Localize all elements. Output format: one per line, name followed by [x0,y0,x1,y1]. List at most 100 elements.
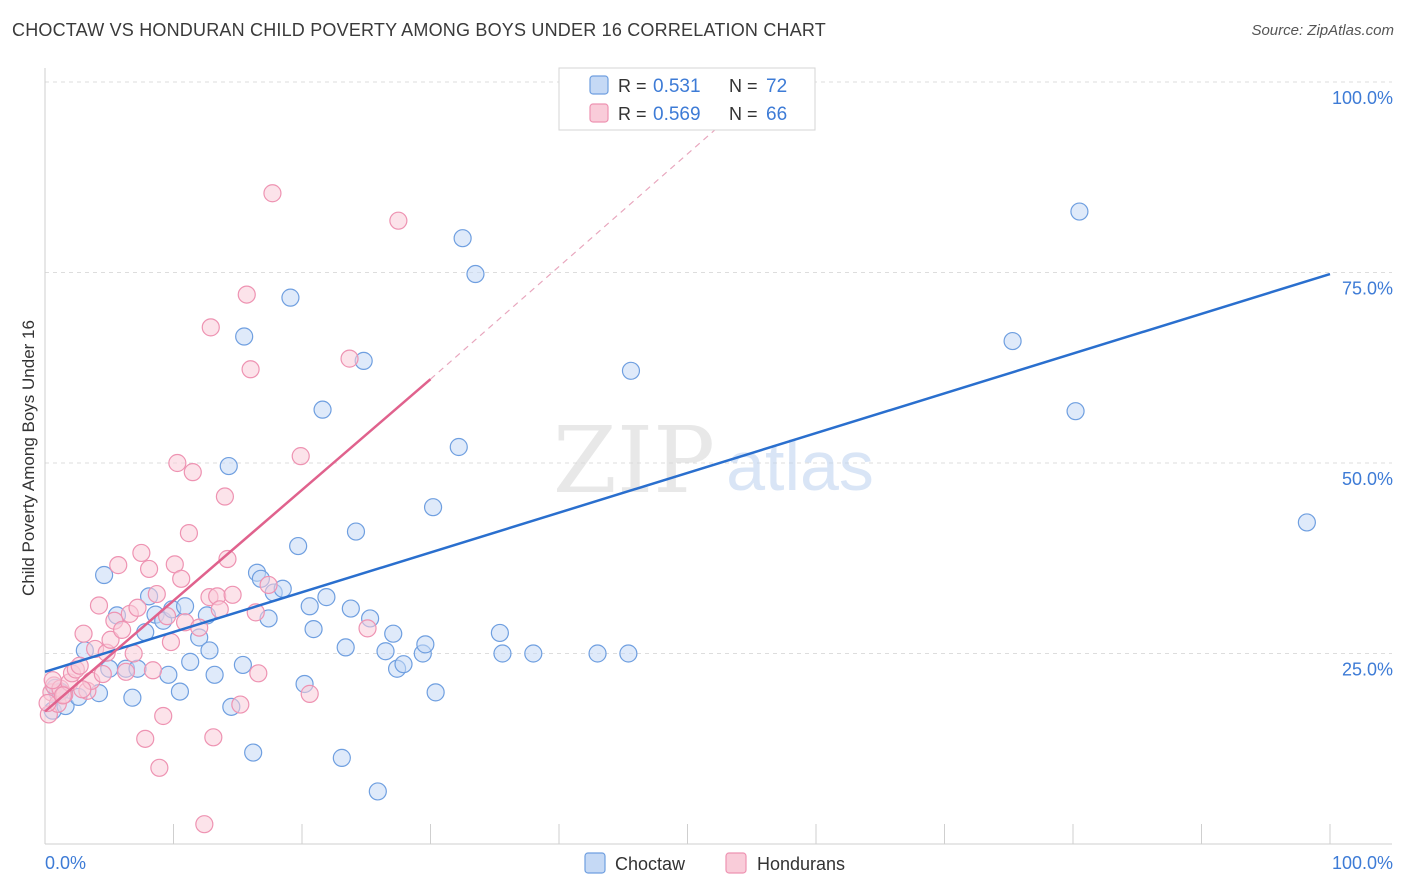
x-tick-label-max: 100.0% [1332,853,1393,873]
choctaw-point [175,597,195,616]
honduran-trend-extension [430,119,727,380]
honduran-point [43,671,62,690]
honduran-point [358,619,377,638]
choctaw-point [416,635,435,654]
choctaw-point [466,264,485,284]
watermark-zip: ZIP [553,407,715,514]
choctaw-point [449,437,468,457]
choctaw-point [313,400,332,419]
honduran-point [101,630,120,649]
honduran-point [259,575,278,595]
legend-n-value-2: 66 [766,104,787,125]
honduran-point [231,695,250,714]
honduran-point [89,596,109,615]
legend-swatch-choctaw [589,75,609,95]
bottom-legend-label-hondurans: Hondurans [757,854,845,874]
honduran-point [161,632,181,652]
legend-swatch-hondurans [589,103,609,123]
legend-r-value-1: 0.531 [653,76,701,97]
honduran-point [183,463,202,482]
choctaw-point [1066,402,1085,421]
choctaw-point [493,644,512,663]
legend-r-label-1: R = [618,76,647,96]
choctaw-point [181,652,200,671]
honduran-point [263,184,282,203]
choctaw-point [235,327,254,346]
y-tick-label: 25.0% [1342,660,1393,680]
legend-n-value-1: 72 [766,76,787,97]
bottom-legend-swatch-hondurans [725,852,747,874]
y-axis-label: Child Poverty Among Boys Under 16 [19,320,38,596]
choctaw-point [376,642,395,661]
choctaw-point [332,748,351,767]
honduran-point [112,620,132,639]
bottom-legend: Choctaw Hondurans [584,852,845,874]
trend-lines [44,119,1331,713]
legend-r-label-2: R = [618,104,647,124]
choctaw-point [490,623,509,643]
bottom-legend-swatch-choctaw [584,852,606,874]
y-tick-label: 75.0% [1342,279,1393,299]
axes [44,68,1392,845]
choctaw-point [384,624,403,643]
choctaw-point [317,588,336,607]
choctaw-point [244,743,263,762]
choctaw-point [588,644,607,663]
choctaw-point [1070,202,1089,221]
legend-box: R = 0.531 N = 72 R = 0.569 N = 66 [558,67,816,131]
choctaw-point [304,620,323,639]
choctaw-point [426,683,445,702]
honduran-point [116,662,136,681]
choctaw-point [281,288,300,307]
honduran-point [143,661,163,680]
legend-n-label-2: N = [729,104,758,124]
choctaw-point [394,655,413,674]
source-credit: Source: ZipAtlas.com [1251,22,1394,39]
choctaw-point [233,655,252,675]
y-tick-label: 100.0% [1332,88,1393,108]
honduran-point [218,549,237,569]
watermark-atlas: atlas [726,427,874,505]
choctaw-point [219,456,238,476]
honduran-point [249,664,268,683]
choctaw-trend-line [44,272,1331,673]
honduran-point [139,559,159,579]
choctaw-point [289,536,308,556]
choctaw-point [1297,513,1316,532]
choctaw-point [336,638,355,657]
honduran-point [195,815,214,834]
gridlines [45,81,1392,654]
honduran-point [204,728,223,747]
chart-title: CHOCTAW VS HONDURAN CHILD POVERTY AMONG … [12,20,826,40]
honduran-points [38,184,408,834]
honduran-point [168,453,187,473]
watermark: ZIP atlas [553,407,874,514]
choctaw-point [453,229,472,248]
y-tick-label: 50.0% [1342,469,1393,489]
x-tick-label-min: 0.0% [45,853,86,873]
honduran-trend-line [44,378,432,713]
honduran-point [136,729,155,748]
honduran-point [154,706,173,726]
choctaw-point [368,782,387,801]
choctaw-point [621,361,641,380]
choctaw-point [524,644,543,663]
honduran-point [147,584,166,604]
honduran-point [128,598,147,617]
choctaw-point [346,522,366,541]
choctaw-point [200,641,219,660]
choctaw-point [123,688,142,707]
honduran-point [150,758,169,777]
bottom-legend-label-choctaw: Choctaw [615,854,686,874]
choctaw-point [170,682,190,701]
choctaw-point [619,644,638,663]
choctaw-point [423,498,443,517]
honduran-point [179,524,199,543]
honduran-point [237,285,256,304]
choctaw-point [205,665,224,684]
honduran-point [124,644,143,663]
choctaw-point [341,599,360,618]
x-tick-labels: 0.0% 100.0% [45,853,1393,873]
honduran-point [201,318,220,337]
